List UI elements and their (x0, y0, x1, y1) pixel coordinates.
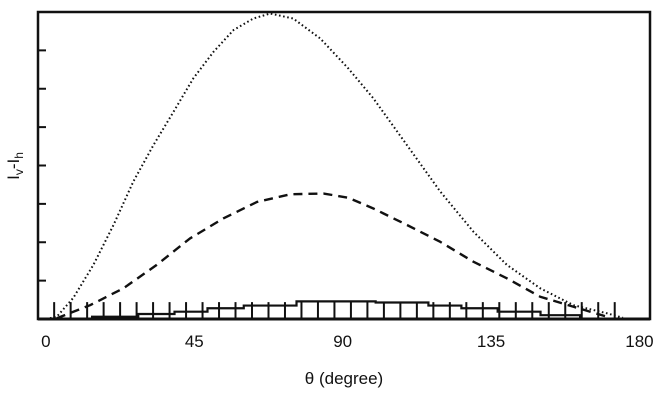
series-dotted-line (45, 12, 624, 320)
plot-marks (38, 12, 650, 321)
series-dashed-line (56, 192, 608, 320)
y-ticks (38, 11, 46, 320)
x-tick-labels: 0 45 90 135 180 (41, 332, 653, 351)
series-step-line (90, 300, 582, 319)
y-axis-label: Iv-Ih (4, 152, 26, 180)
plot-frame (36, 10, 652, 321)
x-axis-label: θ (degree) (305, 369, 383, 388)
x-tick-label: 45 (185, 332, 204, 351)
x-tick-label: 180 (625, 332, 653, 351)
x-tick-label: 0 (41, 332, 50, 351)
x-tick-label: 90 (333, 332, 352, 351)
x-tick-label: 135 (477, 332, 505, 351)
